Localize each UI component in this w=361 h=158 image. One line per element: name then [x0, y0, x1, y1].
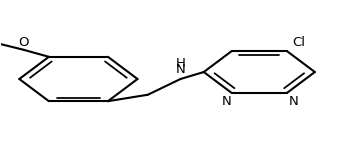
Text: N: N	[175, 63, 186, 76]
Text: N: N	[289, 95, 299, 108]
Text: Cl: Cl	[292, 36, 305, 49]
Text: N: N	[221, 95, 231, 108]
Text: O: O	[18, 36, 29, 49]
Text: H: H	[175, 58, 186, 70]
